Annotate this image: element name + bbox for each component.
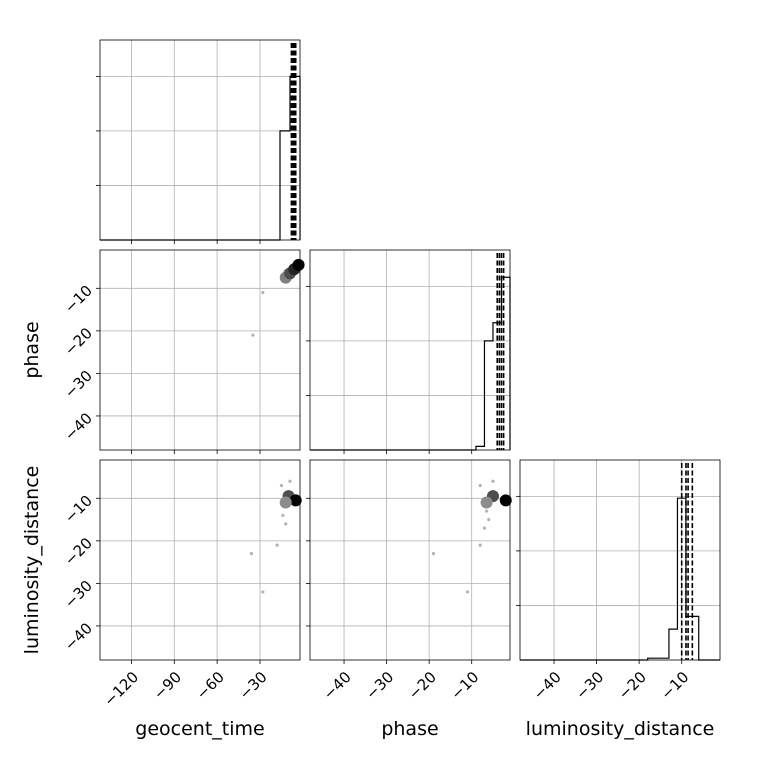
y-tick-label-luminosity_distance-3: −10 [61, 492, 96, 527]
y-tick-label-phase-0: −40 [61, 409, 96, 444]
scatter-luminosity_distance-vs-phase-point-2 [478, 543, 482, 547]
scatter-luminosity_distance-vs-phase-point-4 [478, 483, 482, 488]
y-tick-label-phase-3: −10 [61, 282, 96, 317]
x-tick-label-luminosity_distance-2: −20 [615, 668, 650, 703]
y-tick-label-luminosity_distance-1: −30 [61, 577, 96, 612]
hist-phase-outline [310, 276, 511, 451]
scatter-luminosity_distance-vs-phase-frame [309, 459, 511, 661]
scatter-luminosity_distance-vs-geocent_time-point-6 [284, 522, 288, 526]
scatter-phase-vs-geocent_time-frame [99, 249, 301, 451]
scatter-luminosity_distance-vs-phase-point-1 [465, 590, 470, 594]
scatter-luminosity_distance-vs-phase-density-2 [480, 496, 493, 509]
scatter-luminosity_distance-vs-geocent_time-density-1 [289, 494, 302, 507]
x-tick-label-geocent_time-2: −60 [193, 668, 228, 703]
hist-luminosity_distance-outline [520, 497, 720, 661]
x-tick-label-phase-3: −10 [447, 668, 482, 703]
x-axis-label-phase: phase [381, 718, 438, 740]
y-axis-label-luminosity_distance: luminosity_distance [21, 466, 43, 655]
scatter-luminosity_distance-vs-geocent_time-point-4 [279, 483, 284, 488]
hist-luminosity_distance-frame [519, 459, 721, 661]
x-tick-label-geocent_time-3: −30 [236, 668, 271, 703]
y-tick-label-luminosity_distance-2: −20 [61, 534, 96, 569]
x-tick-label-geocent_time-0: −120 [100, 668, 142, 710]
scatter-phase-vs-geocent_time-point-0 [261, 290, 265, 295]
scatter-phase-vs-geocent_time-density-3 [292, 258, 305, 271]
scatter-luminosity_distance-vs-geocent_time-point-5 [288, 479, 292, 483]
hist-geocent_time-frame [99, 39, 301, 241]
scatter-luminosity_distance-vs-geocent_time-frame [99, 459, 301, 661]
scatter-luminosity_distance-vs-geocent_time-point-2 [275, 543, 279, 547]
y-tick-label-phase-1: −30 [61, 367, 96, 402]
scatter-luminosity_distance-vs-geocent_time-point-1 [261, 590, 265, 594]
scatter-luminosity_distance-vs-phase-point-6 [482, 526, 487, 530]
x-tick-label-luminosity_distance-1: −30 [572, 668, 607, 703]
x-tick-label-phase-0: −40 [320, 668, 355, 703]
x-axis-label-luminosity_distance: luminosity_distance [526, 718, 715, 740]
x-tick-label-luminosity_distance-0: −40 [530, 668, 565, 703]
hist-phase-frame [309, 249, 511, 451]
scatter-luminosity_distance-vs-phase-point-0 [431, 552, 436, 556]
x-tick-label-geocent_time-1: −90 [150, 668, 185, 703]
scatter-phase-vs-geocent_time-point-1 [251, 333, 255, 337]
scatter-luminosity_distance-vs-geocent_time-density-2 [279, 496, 292, 509]
scatter-luminosity_distance-vs-geocent_time-point-3 [281, 513, 285, 517]
scatter-luminosity_distance-vs-geocent_time-point-0 [249, 552, 254, 556]
y-tick-label-phase-2: −20 [61, 324, 96, 359]
y-tick-label-luminosity_distance-0: −40 [61, 619, 96, 654]
x-tick-label-phase-1: −30 [362, 668, 397, 703]
x-tick-label-luminosity_distance-3: −10 [657, 668, 692, 703]
hist-geocent_time-outline [100, 75, 301, 241]
x-tick-label-phase-2: −20 [405, 668, 440, 703]
x-axis-label-geocent_time: geocent_time [135, 718, 264, 740]
scatter-luminosity_distance-vs-phase-point-7 [484, 509, 489, 513]
scatter-luminosity_distance-vs-phase-point-3 [487, 517, 491, 522]
scatter-luminosity_distance-vs-phase-point-5 [491, 479, 495, 483]
y-axis-label-phase: phase [21, 321, 43, 378]
scatter-luminosity_distance-vs-phase-density-1 [499, 494, 512, 507]
